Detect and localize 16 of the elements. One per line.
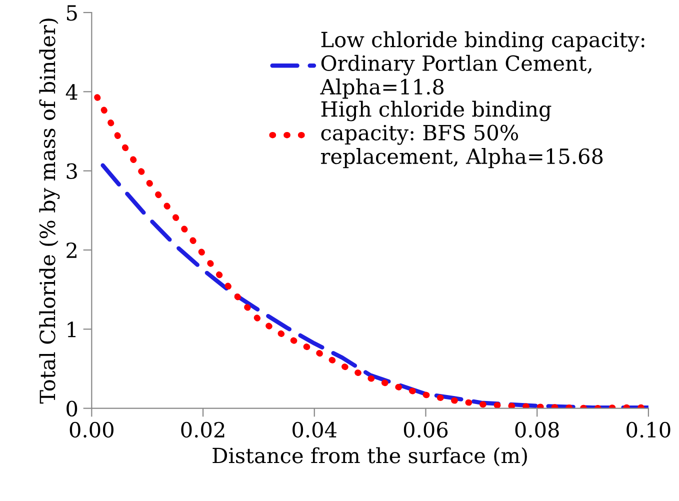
legend-label: High chloride binding capacity: BFS 50% replacement, Alpha=15.68 bbox=[320, 100, 603, 168]
y-tick-label: 4 bbox=[66, 84, 78, 100]
x-tick-label: 0.00 bbox=[70, 422, 114, 438]
y-tick-label: 0 bbox=[66, 400, 78, 417]
x-tick-label: 0.02 bbox=[181, 422, 224, 438]
x-axis-title: Distance from the surface (m) bbox=[212, 447, 527, 466]
x-tick-label: 0.10 bbox=[626, 422, 670, 438]
x-tick-label: 0.08 bbox=[515, 422, 559, 438]
y-tick-label: 1 bbox=[68, 322, 76, 338]
legend-label: Low chloride binding capacity: Ordinary Portlan Cement, Alpha=11.8 bbox=[320, 31, 644, 99]
x-tick-label: 0.06 bbox=[404, 422, 448, 438]
x-tick-label: 0.04 bbox=[292, 422, 337, 438]
y-tick-label: 3 bbox=[66, 163, 77, 180]
y-tick-label: 2 bbox=[66, 242, 76, 258]
y-tick-label: 5 bbox=[66, 5, 77, 21]
y-axis-title: Total Chloride (% by mass of binder) bbox=[39, 18, 60, 404]
